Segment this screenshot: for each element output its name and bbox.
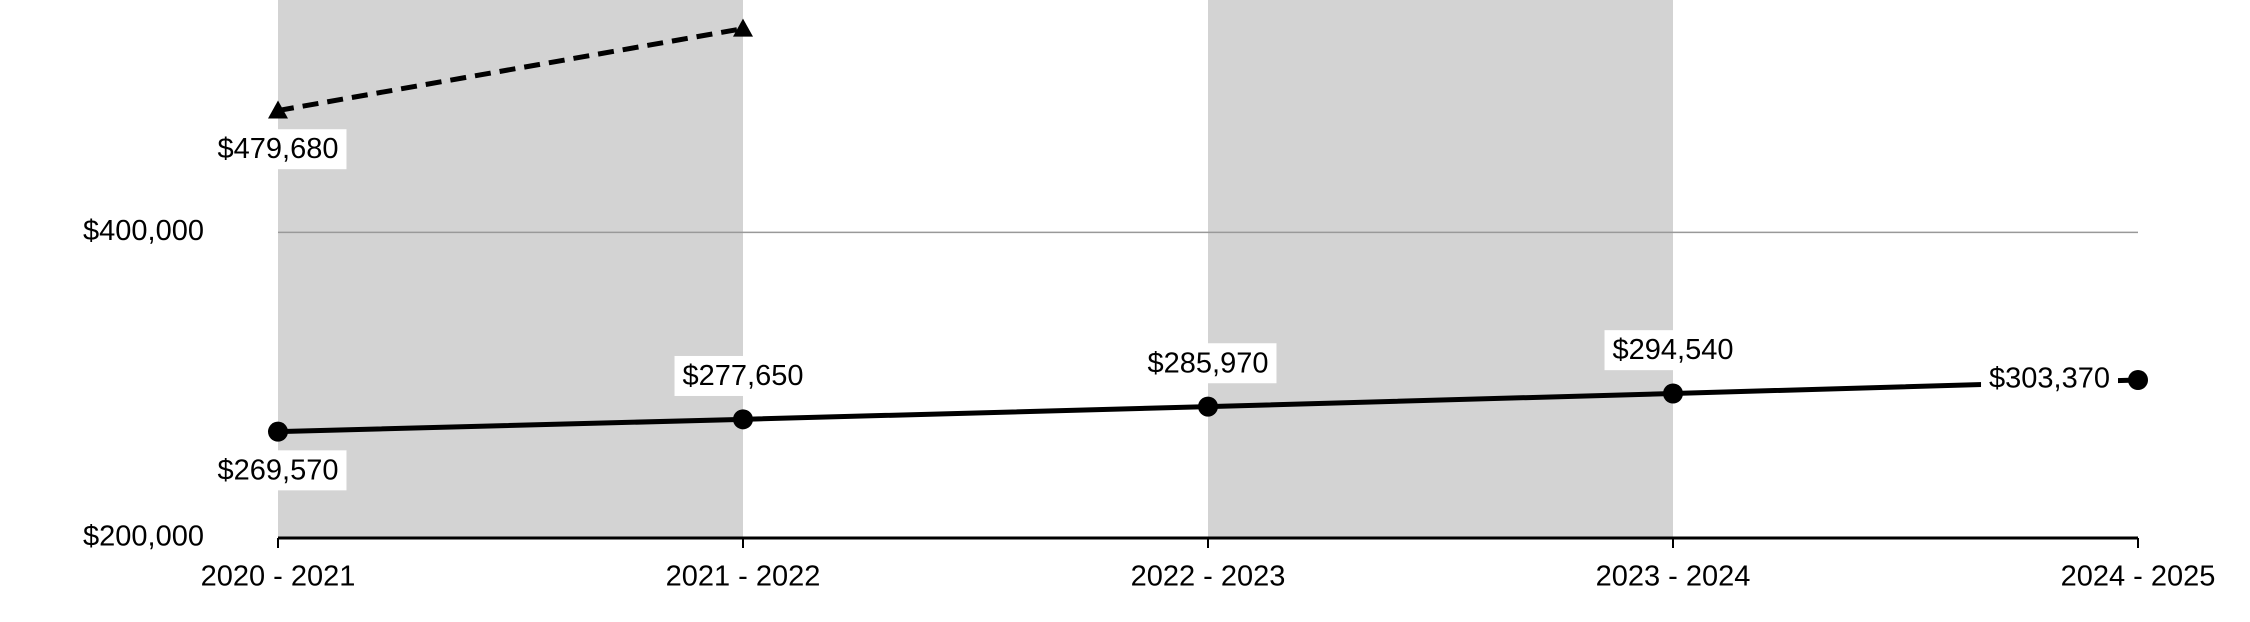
value-label-group: $285,970 <box>1139 343 1277 384</box>
marker <box>268 100 288 119</box>
x-tick-label: 2023 - 2024 <box>1596 561 1751 593</box>
value-label: $303,370 <box>1989 363 2110 395</box>
value-label-bg <box>209 450 347 491</box>
marker <box>733 409 753 430</box>
value-label-bg <box>674 355 812 396</box>
value-label: $285,970 <box>1148 347 1269 379</box>
marker <box>268 421 288 442</box>
x-tick-label: 2022 - 2023 <box>1131 561 1286 593</box>
band <box>1208 0 1673 538</box>
series-line <box>277 26 744 113</box>
marker <box>1198 396 1218 417</box>
value-label-group: $269,570 <box>209 450 347 491</box>
value-label: $269,570 <box>218 454 339 486</box>
value-label: $479,680 <box>218 133 339 165</box>
value-label: $294,540 <box>1613 334 1734 366</box>
x-tick-label: 2020 - 2021 <box>201 561 356 593</box>
value-label-bg <box>209 129 347 170</box>
value-label-group: $303,370 <box>1981 358 2118 399</box>
value-label-group: $479,680 <box>209 129 347 170</box>
marker <box>2128 370 2148 391</box>
value-label-group: $277,650 <box>674 355 812 396</box>
x-tick-label: 2024 - 2025 <box>2061 561 2216 593</box>
value-label-group: $294,540 <box>1604 330 1742 371</box>
marker <box>733 18 753 37</box>
y-tick-label: $200,000 <box>83 521 204 553</box>
y-tick-label: $400,000 <box>83 215 204 247</box>
value-label-bg <box>1981 358 2118 399</box>
value-label: $277,650 <box>683 360 804 392</box>
value-label-bg <box>1604 330 1742 371</box>
value-label-bg <box>1139 343 1277 384</box>
x-tick-label: 2021 - 2022 <box>666 561 821 593</box>
band <box>278 0 743 538</box>
marker <box>1663 383 1683 404</box>
